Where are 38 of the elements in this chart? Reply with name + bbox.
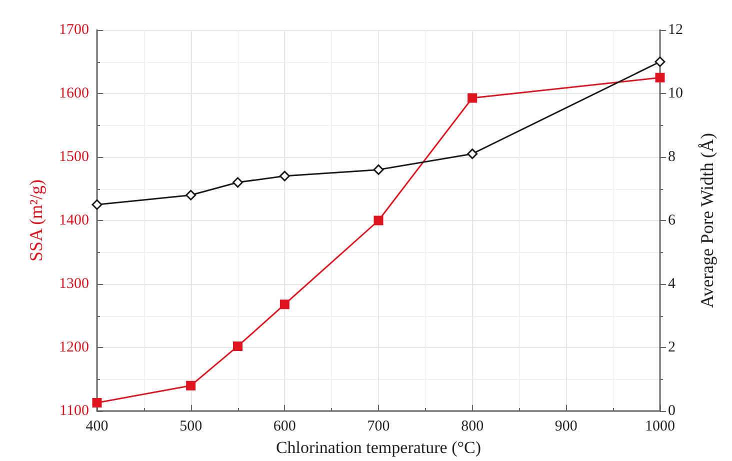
x-axis-title: Chlorination temperature (°C) (276, 438, 482, 457)
y2-tick-label: 2 (668, 340, 676, 356)
point (654, 56, 666, 67)
y-tick-label: 1300 (59, 276, 89, 292)
x-tick-label: 900 (554, 418, 578, 434)
x-tick-label: 1000 (645, 418, 675, 434)
y-tick-label: 1400 (59, 212, 89, 228)
y2-tick-label: 0 (668, 403, 676, 419)
point (92, 199, 102, 210)
y-tick-label: 1200 (59, 340, 89, 356)
point (374, 216, 384, 226)
y2-axis-title: Average Pore Width (Å) (697, 132, 717, 308)
y2-tick-label: 10 (668, 86, 683, 102)
point (233, 341, 242, 351)
x-tick-label: 700 (367, 418, 390, 434)
point (655, 72, 665, 82)
y2-tick-label: 4 (668, 276, 676, 292)
y-tick-label: 1100 (60, 403, 89, 419)
point (373, 164, 384, 175)
x-tick-label: 600 (273, 418, 296, 434)
point (280, 300, 290, 310)
x-tick-label: 500 (180, 418, 202, 434)
point (186, 190, 196, 200)
y2-tick-label: 6 (668, 212, 676, 228)
y2-tick-label: 12 (668, 22, 683, 38)
point (279, 170, 290, 182)
y2-tick-label: 8 (668, 149, 676, 165)
y-tick-label: 1600 (59, 86, 89, 102)
point (232, 177, 243, 188)
x-tick-label: 800 (461, 418, 484, 434)
y-axis-title: SSA (m²/g) (26, 180, 46, 262)
y-tick-label: 1500 (59, 149, 89, 165)
y-tick-label: 1700 (59, 22, 89, 38)
point (467, 148, 478, 160)
point (468, 93, 478, 103)
point (186, 380, 196, 390)
point (92, 398, 102, 408)
x-tick-label: 400 (86, 418, 108, 434)
